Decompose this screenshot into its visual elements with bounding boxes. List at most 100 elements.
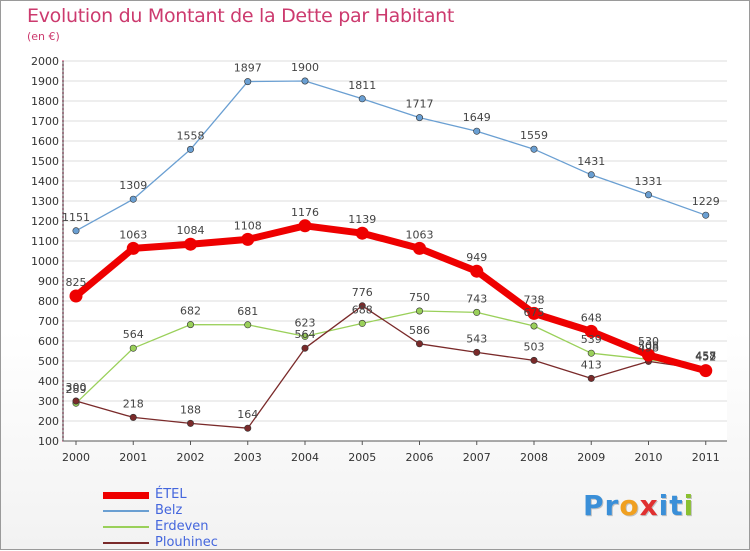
logo-letter: P [583, 489, 605, 522]
logo-letter: r [604, 489, 620, 522]
data-label: 458 [695, 349, 716, 362]
data-label: 776 [352, 286, 373, 299]
data-label: 1559 [520, 129, 548, 142]
data-label: 164 [237, 408, 258, 421]
y-tick-label: 1700 [31, 115, 59, 128]
data-label: 1558 [177, 129, 205, 142]
y-tick-label: 700 [38, 315, 59, 328]
y-tick-label: 1300 [31, 195, 59, 208]
y-tick-label: 1500 [31, 155, 59, 168]
data-label: 539 [581, 333, 602, 346]
data-point [126, 241, 140, 255]
legend-label: ÉTEL [155, 487, 187, 502]
data-point [473, 127, 481, 135]
chart-title: Evolution du Montant de la Dette par Hab… [27, 5, 455, 27]
series-line [75, 310, 706, 404]
data-point [587, 374, 595, 382]
x-tick-label: 2001 [119, 451, 147, 464]
legend-label: Belz [155, 503, 183, 518]
x-tick-label: 2003 [234, 451, 262, 464]
data-label: 1309 [119, 179, 147, 192]
data-label: 623 [295, 316, 316, 329]
data-label: 543 [466, 332, 487, 345]
x-tick-label: 2009 [577, 451, 605, 464]
data-label: 498 [638, 341, 659, 354]
y-tick-label: 1400 [31, 175, 59, 188]
data-label: 218 [123, 397, 144, 410]
data-point [187, 145, 195, 153]
data-label: 1139 [348, 213, 376, 226]
data-point [587, 171, 595, 179]
data-point [584, 324, 598, 338]
data-point [298, 219, 312, 233]
data-label: 1108 [234, 219, 262, 232]
data-point [69, 289, 83, 303]
series-line [73, 222, 707, 374]
x-tick-label: 2011 [692, 451, 720, 464]
data-point [244, 424, 252, 432]
data-label: 825 [66, 276, 87, 289]
data-label: 1900 [291, 61, 319, 74]
data-label: 1717 [406, 98, 434, 111]
x-tick-label: 2004 [291, 451, 319, 464]
y-tick-label: 1100 [31, 235, 59, 248]
plot-area [63, 61, 727, 441]
logo-letter: t [669, 489, 684, 522]
data-point [72, 397, 80, 405]
y-tick-label: 1600 [31, 135, 59, 148]
data-label: 743 [466, 292, 487, 305]
data-point [355, 226, 369, 240]
y-tick-label: 2000 [31, 55, 59, 68]
data-point [301, 332, 309, 340]
data-label: 1084 [177, 224, 205, 237]
data-point [241, 232, 255, 246]
y-tick-label: 500 [38, 355, 59, 368]
data-label: 688 [352, 303, 373, 316]
data-label: 289 [66, 383, 87, 396]
data-label: 300 [66, 381, 87, 394]
data-point [587, 349, 595, 357]
data-label: 682 [180, 305, 201, 318]
data-point [699, 364, 713, 378]
series-line [75, 80, 706, 232]
data-label: 738 [524, 293, 545, 306]
data-point [72, 227, 80, 235]
data-point [184, 237, 197, 251]
data-point [187, 419, 195, 427]
legend-label: Erdeven [155, 519, 209, 534]
legend-label: Plouhinec [155, 535, 218, 550]
x-tick-label: 2005 [348, 451, 376, 464]
data-point [415, 340, 423, 348]
y-tick-label: 900 [38, 275, 59, 288]
y-tick-label: 1800 [31, 95, 59, 108]
y-tick-label: 800 [38, 295, 59, 308]
data-point [244, 321, 252, 329]
logo-letter: i [683, 489, 695, 522]
data-point [470, 264, 484, 278]
y-tick-label: 200 [38, 415, 59, 428]
data-label: 1176 [291, 206, 319, 219]
data-label: 1063 [119, 228, 147, 241]
logo-letter: o [619, 489, 640, 522]
data-label: 188 [180, 403, 201, 416]
chart-subtitle: (en €) [27, 30, 60, 43]
x-tick-label: 2008 [520, 451, 548, 464]
x-tick-label: 2002 [177, 451, 205, 464]
data-label: 648 [581, 311, 602, 324]
data-label: 503 [524, 340, 545, 353]
y-tick-label: 1200 [31, 215, 59, 228]
data-point [358, 95, 366, 103]
data-point [415, 307, 423, 315]
data-label: 564 [123, 328, 144, 341]
legend-swatch [103, 542, 149, 544]
data-point [358, 319, 366, 327]
data-label: 750 [409, 291, 430, 304]
data-label: 1811 [348, 79, 376, 92]
data-label: 530 [638, 335, 659, 348]
data-point [129, 195, 137, 203]
data-label: 675 [524, 306, 545, 319]
y-tick-label: 300 [38, 395, 59, 408]
x-tick-label: 2000 [62, 451, 90, 464]
data-label: 1897 [234, 62, 262, 75]
